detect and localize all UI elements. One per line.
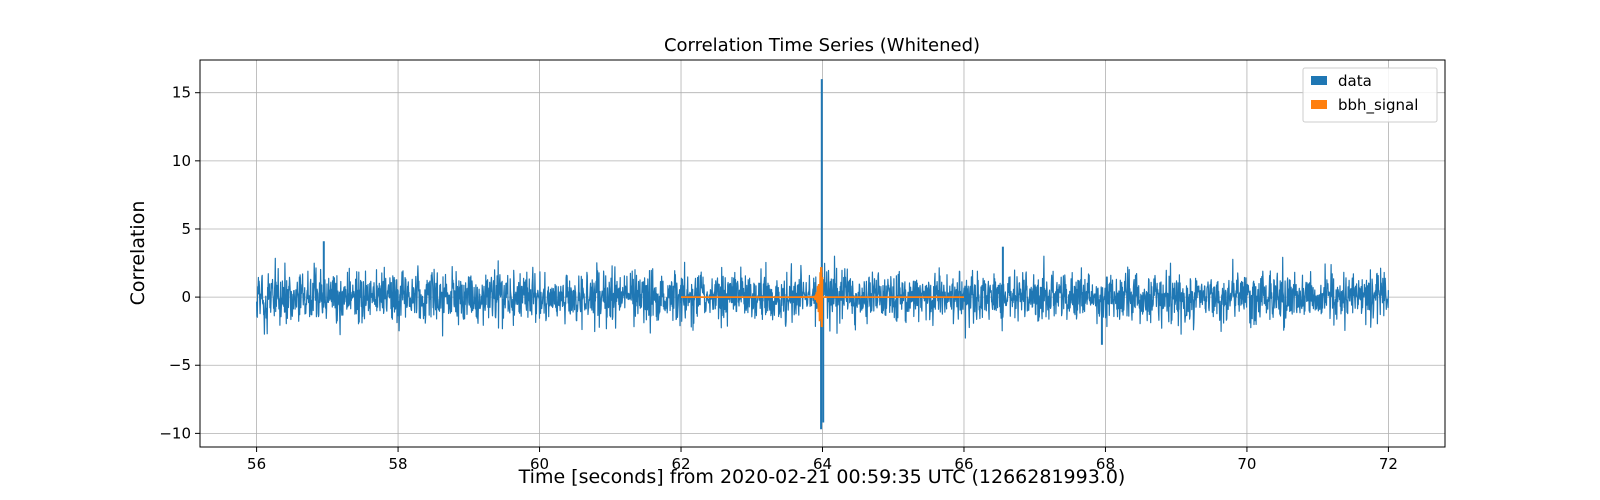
legend: data bbh_signal — [1302, 67, 1438, 123]
y-tick-label: 0 — [181, 288, 191, 306]
x-tick-label: 56 — [247, 455, 266, 473]
series-bbh-signal-chirp — [799, 267, 824, 322]
x-tick-label: 66 — [954, 455, 973, 473]
x-tick-label: 58 — [389, 455, 408, 473]
x-tick-label: 64 — [813, 455, 832, 473]
ticks: 56 58 60 62 64 66 68 70 72 −10 −5 0 5 10 15 — [159, 84, 1398, 473]
x-axis-label: Time [seconds] from 2020-02-21 00:59:35 … — [518, 466, 1126, 488]
y-tick-label: −10 — [159, 424, 191, 442]
y-axis-label: Correlation — [127, 201, 149, 306]
x-tick-label: 70 — [1237, 455, 1256, 473]
y-tick-label: 15 — [172, 84, 191, 102]
legend-label-data: data — [1338, 72, 1372, 90]
y-tick-label: −5 — [169, 356, 191, 374]
chart-title: Correlation Time Series (Whitened) — [664, 35, 980, 56]
series-layer — [256, 79, 1389, 430]
y-tick-label: 10 — [172, 152, 191, 170]
x-tick-label: 68 — [1096, 455, 1115, 473]
legend-label-bbh-signal: bbh_signal — [1338, 96, 1418, 115]
x-tick-label: 62 — [671, 455, 690, 473]
y-tick-label: 5 — [181, 220, 191, 238]
x-tick-label: 60 — [530, 455, 549, 473]
x-tick-label: 72 — [1379, 455, 1398, 473]
legend-swatch-bbh-signal — [1311, 100, 1327, 109]
legend-swatch-data — [1311, 76, 1327, 85]
legend-box — [1302, 67, 1438, 123]
